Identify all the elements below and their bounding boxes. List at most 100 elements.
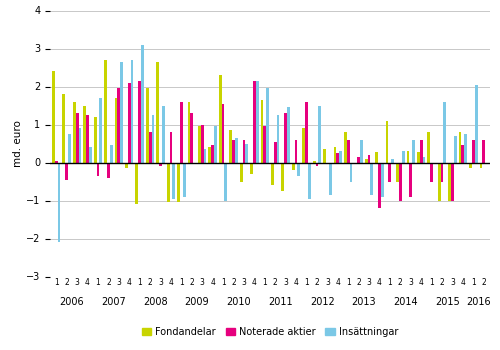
- Bar: [128, 83, 130, 162]
- Bar: [464, 134, 467, 162]
- Bar: [152, 115, 154, 162]
- Bar: [386, 121, 388, 162]
- Bar: [162, 105, 164, 162]
- Bar: [156, 62, 159, 162]
- Bar: [198, 126, 201, 162]
- Bar: [402, 151, 404, 162]
- Bar: [274, 142, 276, 162]
- Bar: [305, 102, 308, 162]
- Bar: [214, 126, 217, 162]
- Bar: [136, 162, 138, 204]
- Bar: [388, 162, 392, 182]
- Bar: [58, 162, 60, 242]
- Text: 2013: 2013: [352, 298, 376, 307]
- Text: 2008: 2008: [143, 298, 168, 307]
- Bar: [250, 162, 253, 174]
- Bar: [406, 151, 410, 162]
- Bar: [329, 162, 332, 195]
- Bar: [392, 159, 394, 162]
- Bar: [365, 159, 368, 162]
- Bar: [334, 147, 336, 162]
- Bar: [276, 115, 280, 162]
- Bar: [482, 140, 485, 162]
- Bar: [410, 162, 412, 197]
- Bar: [323, 149, 326, 162]
- Bar: [472, 140, 474, 162]
- Text: 2014: 2014: [393, 298, 418, 307]
- Bar: [208, 147, 211, 162]
- Bar: [222, 104, 224, 162]
- Bar: [89, 147, 92, 162]
- Bar: [350, 162, 352, 182]
- Bar: [211, 145, 214, 162]
- Bar: [138, 81, 141, 162]
- Text: 2011: 2011: [268, 298, 292, 307]
- Bar: [376, 152, 378, 162]
- Bar: [428, 132, 430, 162]
- Bar: [381, 162, 384, 197]
- Bar: [448, 162, 451, 201]
- Bar: [242, 140, 246, 162]
- Bar: [170, 132, 172, 162]
- Bar: [344, 132, 347, 162]
- Bar: [354, 162, 357, 164]
- Bar: [84, 105, 86, 162]
- Legend: Fondandelar, Noterade aktier, Insättningar: Fondandelar, Noterade aktier, Insättning…: [138, 323, 402, 341]
- Bar: [224, 162, 228, 201]
- Bar: [55, 161, 58, 162]
- Bar: [159, 162, 162, 166]
- Bar: [396, 162, 399, 182]
- Y-axis label: md. euro: md. euro: [13, 120, 23, 167]
- Bar: [94, 117, 96, 162]
- Bar: [114, 98, 117, 162]
- Text: 2006: 2006: [60, 298, 84, 307]
- Bar: [444, 102, 446, 162]
- Bar: [246, 144, 248, 162]
- Text: 2015: 2015: [435, 298, 460, 307]
- Bar: [370, 162, 374, 195]
- Bar: [188, 102, 190, 162]
- Bar: [104, 60, 107, 162]
- Bar: [146, 89, 148, 162]
- Bar: [66, 162, 68, 180]
- Bar: [86, 115, 89, 162]
- Bar: [118, 89, 120, 162]
- Bar: [266, 89, 269, 162]
- Bar: [264, 126, 266, 162]
- Bar: [177, 162, 180, 202]
- Bar: [287, 107, 290, 162]
- Bar: [125, 162, 128, 168]
- Bar: [148, 132, 152, 162]
- Bar: [68, 134, 71, 162]
- Bar: [294, 140, 298, 162]
- Bar: [298, 162, 300, 176]
- Bar: [260, 100, 264, 162]
- Bar: [422, 157, 426, 162]
- Bar: [166, 162, 170, 202]
- Bar: [96, 162, 100, 176]
- Bar: [458, 132, 462, 162]
- Bar: [378, 162, 381, 208]
- Bar: [474, 85, 478, 162]
- Bar: [180, 102, 183, 162]
- Bar: [462, 145, 464, 162]
- Bar: [78, 128, 82, 162]
- Bar: [368, 155, 370, 162]
- Bar: [201, 125, 203, 162]
- Bar: [284, 113, 287, 162]
- Bar: [110, 145, 112, 162]
- Bar: [318, 105, 321, 162]
- Bar: [73, 102, 76, 162]
- Bar: [232, 140, 235, 162]
- Bar: [302, 128, 305, 162]
- Bar: [256, 81, 258, 162]
- Bar: [120, 62, 123, 162]
- Bar: [172, 162, 175, 198]
- Text: 2007: 2007: [101, 298, 126, 307]
- Bar: [312, 161, 316, 162]
- Bar: [204, 149, 206, 162]
- Bar: [292, 162, 294, 170]
- Bar: [100, 98, 102, 162]
- Bar: [336, 153, 339, 162]
- Bar: [253, 81, 256, 162]
